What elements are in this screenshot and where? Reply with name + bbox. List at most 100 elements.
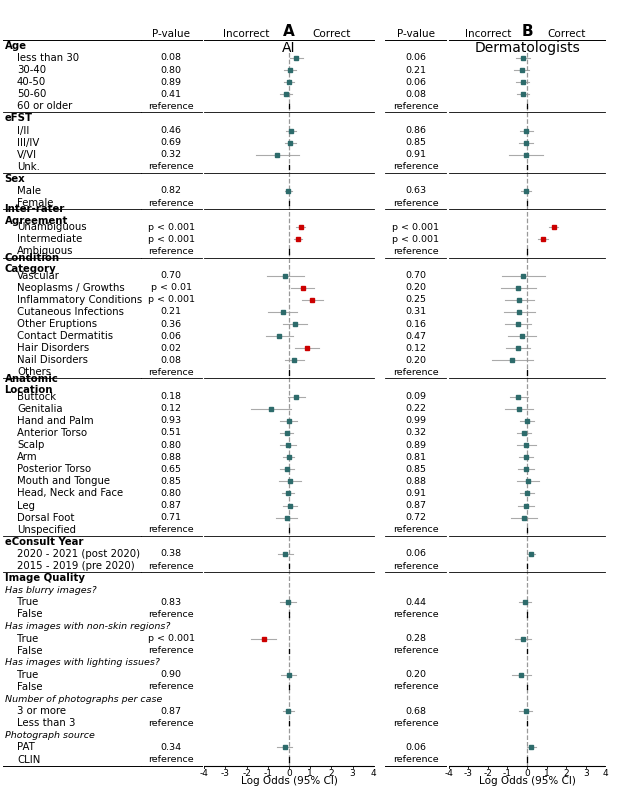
Text: reference: reference (148, 247, 194, 256)
Text: reference: reference (148, 719, 194, 728)
Text: 0.91: 0.91 (405, 489, 426, 498)
Text: 0.65: 0.65 (161, 465, 182, 474)
Text: True: True (17, 670, 38, 680)
Text: p < 0.001: p < 0.001 (148, 222, 195, 232)
Text: True: True (17, 634, 38, 643)
Text: 0.34: 0.34 (161, 743, 182, 752)
Text: Photograph source: Photograph source (4, 731, 95, 740)
Text: 0.85: 0.85 (405, 465, 426, 474)
Text: Log Odds (95% CI): Log Odds (95% CI) (241, 776, 337, 786)
Text: p < 0.001: p < 0.001 (148, 295, 195, 305)
Text: Genitalia: Genitalia (17, 404, 63, 413)
Text: Contact Dermatitis: Contact Dermatitis (17, 331, 113, 341)
Text: 40-50: 40-50 (17, 77, 46, 87)
Text: 0.21: 0.21 (405, 65, 426, 74)
Text: less than 30: less than 30 (17, 53, 79, 63)
Text: eFST: eFST (4, 114, 33, 123)
Text: 60 or older: 60 or older (17, 102, 72, 111)
Text: 0.25: 0.25 (405, 295, 426, 305)
Text: 0.99: 0.99 (405, 417, 426, 426)
Text: 0.12: 0.12 (405, 343, 426, 353)
Text: -1: -1 (263, 769, 272, 778)
Text: reference: reference (148, 368, 194, 377)
Text: reference: reference (148, 162, 194, 172)
Text: Other Eruptions: Other Eruptions (17, 319, 97, 329)
Text: I/II: I/II (17, 126, 29, 135)
Text: 0.44: 0.44 (405, 598, 426, 607)
Text: 0.80: 0.80 (161, 65, 182, 74)
Text: CLIN: CLIN (17, 754, 40, 765)
Text: -2: -2 (483, 769, 492, 778)
Text: reference: reference (148, 198, 194, 208)
Text: -3: -3 (464, 769, 473, 778)
Text: 0.70: 0.70 (161, 271, 182, 280)
Text: Others: Others (17, 368, 51, 377)
Text: reference: reference (393, 683, 438, 692)
Text: reference: reference (393, 247, 438, 256)
Text: 0.06: 0.06 (405, 550, 426, 559)
Text: 30-40: 30-40 (17, 65, 46, 75)
Text: reference: reference (148, 526, 194, 534)
Text: -4: -4 (200, 769, 209, 778)
Text: Female: Female (17, 198, 53, 208)
Text: reference: reference (393, 526, 438, 534)
Text: Number of photographs per case: Number of photographs per case (4, 695, 162, 704)
Text: 0.85: 0.85 (161, 477, 182, 486)
Text: 0.32: 0.32 (405, 429, 426, 438)
Text: 0.32: 0.32 (161, 150, 182, 160)
Text: 0.28: 0.28 (405, 634, 426, 643)
Text: Hair Disorders: Hair Disorders (17, 343, 89, 353)
Text: Dermatologists: Dermatologists (474, 41, 580, 55)
Text: 0.20: 0.20 (405, 671, 426, 679)
Text: 1: 1 (544, 769, 550, 778)
Text: 0.80: 0.80 (161, 489, 182, 498)
Text: 0.80: 0.80 (161, 441, 182, 450)
Text: V/VI: V/VI (17, 150, 37, 160)
Text: Leg: Leg (17, 501, 35, 510)
Text: III/IV: III/IV (17, 138, 39, 147)
Text: 0.06: 0.06 (161, 331, 182, 341)
Text: 0.69: 0.69 (161, 138, 182, 147)
Text: Sex: Sex (4, 174, 25, 184)
Text: Neoplasms / Growths: Neoplasms / Growths (17, 283, 125, 293)
Text: Anatomic
Location: Anatomic Location (4, 374, 58, 396)
Text: A: A (283, 24, 295, 39)
Text: 0.63: 0.63 (405, 186, 426, 196)
Text: p < 0.01: p < 0.01 (150, 283, 192, 293)
Text: 0.06: 0.06 (405, 53, 426, 62)
Text: reference: reference (148, 610, 194, 619)
Text: -3: -3 (221, 769, 230, 778)
Text: 0.93: 0.93 (161, 417, 182, 426)
Text: Inter-rater
Agreement: Inter-rater Agreement (4, 205, 68, 226)
Text: 0.02: 0.02 (161, 343, 182, 353)
Text: Log Odds (95% CI): Log Odds (95% CI) (479, 776, 575, 786)
Text: Less than 3: Less than 3 (17, 718, 76, 729)
Text: 0.85: 0.85 (405, 138, 426, 147)
Text: Age: Age (4, 41, 27, 51)
Text: 0.47: 0.47 (405, 331, 426, 341)
Text: -2: -2 (242, 769, 251, 778)
Text: 0.91: 0.91 (405, 150, 426, 160)
Text: 0.12: 0.12 (161, 405, 182, 413)
Text: p < 0.001: p < 0.001 (392, 222, 439, 232)
Text: 2: 2 (328, 769, 334, 778)
Text: P-value: P-value (397, 29, 435, 39)
Text: 0.08: 0.08 (161, 53, 182, 62)
Text: Image Quality: Image Quality (4, 573, 84, 583)
Text: Correct: Correct (547, 29, 586, 39)
Text: reference: reference (148, 562, 194, 571)
Text: eConsult Year: eConsult Year (4, 537, 83, 546)
Text: -4: -4 (444, 769, 453, 778)
Text: Ambiguous: Ambiguous (17, 247, 74, 256)
Text: reference: reference (148, 683, 194, 692)
Text: Intermediate: Intermediate (17, 235, 82, 244)
Text: p < 0.001: p < 0.001 (148, 634, 195, 643)
Text: reference: reference (393, 646, 438, 655)
Text: Posterior Torso: Posterior Torso (17, 464, 91, 474)
Text: 4: 4 (603, 769, 608, 778)
Text: p < 0.001: p < 0.001 (148, 235, 195, 244)
Text: Arm: Arm (17, 452, 38, 462)
Text: False: False (17, 646, 42, 656)
Text: Head, Neck and Face: Head, Neck and Face (17, 488, 123, 498)
Text: 1: 1 (307, 769, 313, 778)
